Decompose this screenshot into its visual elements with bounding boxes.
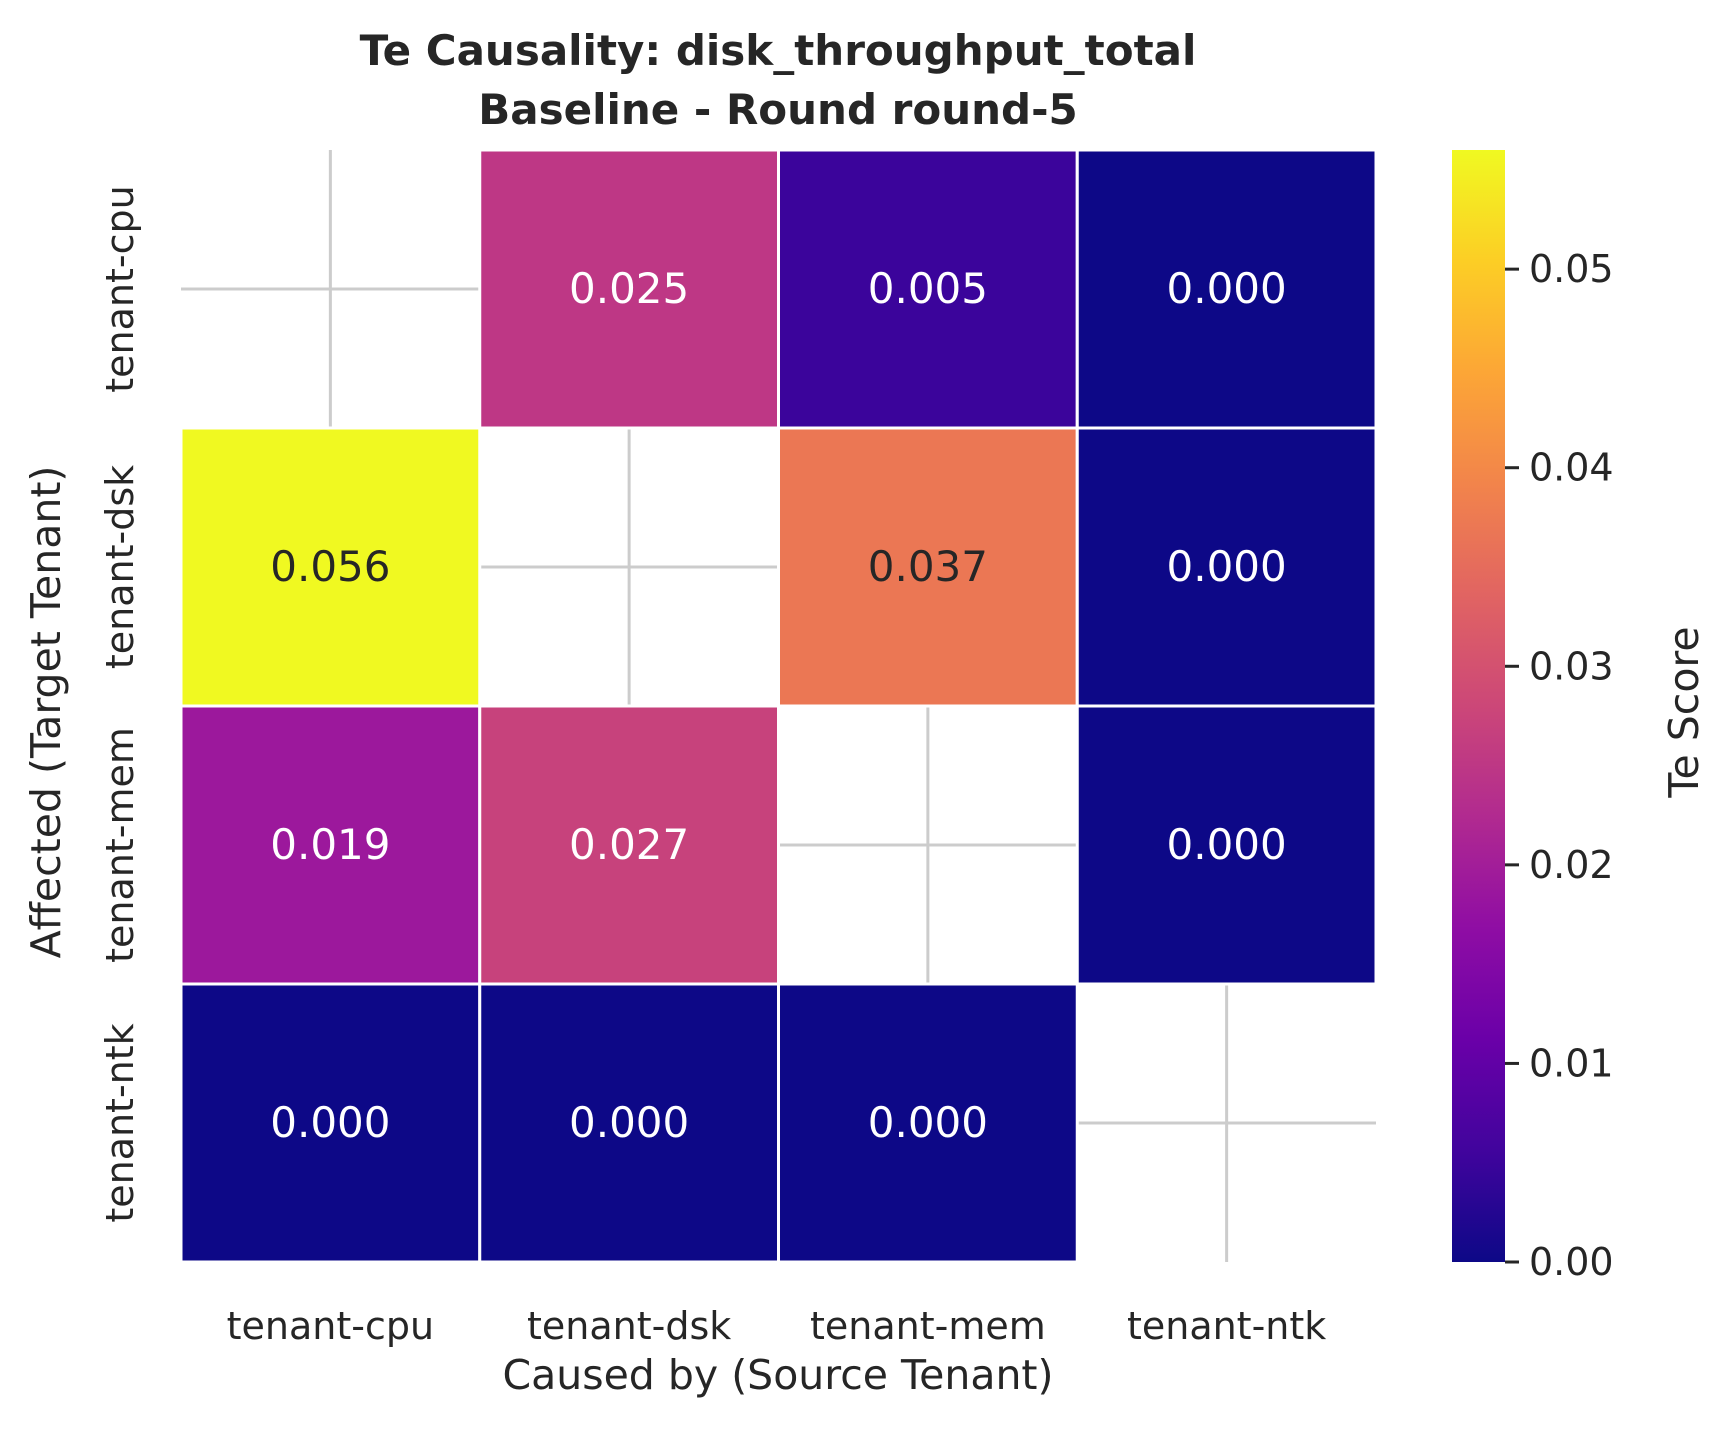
chart-title-line-2: Baseline - Round round-5	[478, 85, 1077, 134]
heatmap-cell-tenant-cpu-tenant-dsk	[478, 148, 780, 430]
cell-value-label: 0.000	[1167, 820, 1287, 869]
cell-value-label: 0.037	[868, 542, 988, 591]
colorbar-tick-label: 0.02	[1529, 843, 1614, 887]
colorbar-tick-label: 0.04	[1529, 446, 1614, 490]
colorbar-label: Te Score	[1660, 626, 1708, 798]
cell-value-label: 0.056	[270, 542, 390, 591]
y-tick-label: tenant-cpu	[98, 185, 142, 392]
colorbar-tick-label: 0.01	[1529, 1041, 1614, 1085]
heatmap-cell-tenant-ntk-tenant-dsk	[478, 982, 780, 1264]
heatmap-cell-tenant-cpu-tenant-ntk	[1075, 148, 1378, 430]
x-axis-label: Caused by (Source Tenant)	[502, 1351, 1053, 1399]
colorbar: 0.00 0.01 0.02 0.03 0.04 0.05 Te Score	[1452, 150, 1708, 1284]
cell-value-label: 0.000	[1167, 264, 1287, 313]
x-tick-label: tenant-cpu	[227, 1304, 434, 1348]
x-axis-ticks: tenant-cpu tenant-dsk tenant-mem tenant-ntk	[227, 1304, 1327, 1348]
heatmap-cell-tenant-cpu-tenant-mem	[777, 148, 1079, 430]
chart-title-line-1: Te Causality: disk_throughput_total	[360, 26, 1197, 75]
cell-value-label: 0.000	[270, 1098, 390, 1147]
cell-value-label: 0.000	[868, 1098, 988, 1147]
colorbar-ticks: 0.00 0.01 0.02 0.03 0.04 0.05	[1505, 247, 1614, 1284]
cell-value-label: 0.019	[270, 820, 390, 869]
cell-value-label: 0.025	[569, 264, 689, 313]
cell-value-label: 0.005	[868, 264, 988, 313]
heatmap-plot-area: 0.025 0.005 0.000 0.056 0.037 0.000 0.019 0.027…	[179, 148, 1378, 1264]
heatmap-cell-tenant-dsk-tenant-cpu	[179, 426, 482, 708]
y-axis-label: Affected (Target Tenant)	[22, 466, 70, 959]
cell-value-label: 0.000	[569, 1098, 689, 1147]
x-tick-label: tenant-ntk	[1127, 1304, 1326, 1348]
y-tick-label: tenant-dsk	[98, 465, 142, 669]
y-tick-label: tenant-mem	[98, 727, 142, 963]
heatmap-cell-tenant-dsk-tenant-ntk	[1075, 426, 1378, 708]
cell-value-label: 0.027	[569, 820, 689, 869]
colorbar-tick-label: 0.05	[1529, 247, 1614, 291]
heatmap-cell-tenant-mem-tenant-cpu	[179, 704, 482, 986]
y-axis-ticks: tenant-cpu tenant-dsk tenant-mem tenant-ntk	[98, 185, 142, 1222]
colorbar-gradient	[1452, 150, 1505, 1262]
heatmap-cell-tenant-ntk-tenant-mem	[777, 982, 1079, 1264]
x-tick-label: tenant-mem	[810, 1304, 1046, 1348]
x-tick-label: tenant-dsk	[527, 1304, 731, 1348]
colorbar-tick-label: 0.03	[1529, 644, 1614, 688]
colorbar-tick-label: 0.00	[1529, 1240, 1614, 1284]
heatmap-cell-tenant-mem-tenant-dsk	[478, 704, 780, 986]
cell-value-label: 0.000	[1167, 542, 1287, 591]
heatmap-cell-tenant-mem-tenant-ntk	[1075, 704, 1378, 986]
y-tick-label: tenant-ntk	[98, 1023, 142, 1222]
